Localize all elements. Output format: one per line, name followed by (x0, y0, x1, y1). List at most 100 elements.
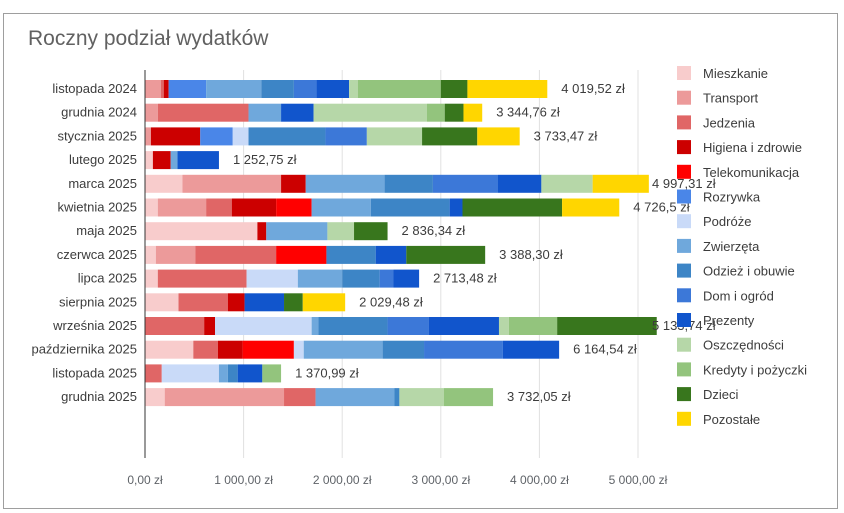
bar-segment (145, 222, 258, 241)
bar-segment (248, 127, 326, 146)
legend-swatch (677, 337, 691, 352)
bar-segment (168, 80, 207, 98)
legend-swatch (677, 140, 691, 155)
total-label: 3 733,47 zł (534, 128, 598, 143)
bar-segment (394, 388, 400, 407)
category-label: czerwca 2025 (57, 247, 137, 262)
bar-segment (281, 103, 314, 122)
bar-segment (145, 127, 151, 146)
bar-segment (150, 127, 201, 146)
total-label: 3 344,76 zł (496, 105, 560, 120)
bar-segment (157, 103, 249, 122)
bar-segment (206, 198, 232, 217)
bar-segment (302, 293, 346, 312)
bar-segment (170, 151, 178, 170)
bar-segment (155, 245, 196, 264)
bar-segment (325, 127, 367, 146)
bar-segment (182, 174, 282, 193)
bar-segment (284, 293, 303, 312)
x-tick-label: 3 000,00 zł (411, 473, 470, 487)
legend-label: Mieszkanie (703, 66, 768, 81)
bar-segment (145, 80, 161, 98)
bar-segment (145, 103, 158, 122)
legend-swatch (677, 90, 691, 105)
bar-segment (232, 127, 249, 146)
legend-label: Dzieci (703, 387, 739, 402)
bar-segment (215, 317, 312, 335)
total-label: 1 370,99 zł (295, 365, 359, 380)
bar-segment (244, 293, 285, 312)
legend-label: Jedzenia (703, 115, 756, 130)
bar-segment (370, 198, 450, 217)
bar-segment (276, 245, 327, 264)
bar-segment (311, 317, 319, 335)
bar-segment (145, 317, 205, 335)
bar-segment (449, 198, 463, 217)
bar-segment (440, 80, 468, 98)
legend-label: Zwierzęta (703, 239, 760, 254)
bar-segment (424, 340, 503, 359)
bar-segment (266, 222, 328, 241)
chart-title: Roczny podział wydatków (28, 27, 269, 50)
bar-segment (541, 174, 593, 193)
bar-segment (206, 80, 262, 98)
bar-segment (160, 80, 164, 98)
legend-swatch (677, 66, 691, 80)
bar-segment (477, 127, 520, 146)
bar-segment (443, 388, 494, 407)
bar-segment (399, 388, 444, 407)
category-label: kwietnia 2025 (58, 200, 138, 215)
bar-segment (195, 245, 277, 264)
x-tick-label: 2 000,00 zł (313, 473, 372, 487)
bar-segment (163, 80, 169, 98)
bar-segment (327, 222, 355, 241)
bar-segment (375, 245, 407, 264)
bar-segment (592, 174, 649, 193)
total-label: 4 997,31 zł (652, 176, 716, 191)
bar-segment (508, 317, 558, 335)
total-label: 2 029,48 zł (359, 294, 423, 309)
bar-segment (200, 127, 233, 146)
category-label: maja 2025 (76, 223, 137, 238)
bar-segment (318, 317, 388, 335)
bar-segment (157, 269, 247, 288)
bar-segment (502, 340, 560, 359)
category-label: grudnia 2024 (61, 105, 137, 120)
bar-segment (387, 317, 429, 335)
category-label: listopada 2025 (52, 365, 137, 380)
bar-segment (426, 103, 445, 122)
bar-segment (204, 317, 216, 335)
bar-segment (357, 80, 441, 98)
bar-segment (145, 245, 156, 264)
bar-segment (467, 80, 548, 98)
bar-segment (303, 340, 383, 359)
bar-segment (248, 103, 282, 122)
bar-segment (562, 198, 620, 217)
legend-swatch (677, 387, 691, 402)
category-label: września 2025 (52, 318, 137, 333)
bar-segment (145, 198, 158, 217)
bar-segment (227, 293, 245, 312)
bar-segment (145, 364, 162, 383)
legend-swatch (677, 238, 691, 253)
total-label: 1 252,75 zł (233, 152, 297, 167)
total-label: 4 019,52 zł (561, 81, 625, 96)
total-label: 3 388,30 zł (499, 247, 563, 262)
bar-segment (384, 174, 433, 193)
legend-label: Oszczędności (703, 338, 784, 353)
category-label: października 2025 (31, 342, 137, 357)
bar-segment (152, 151, 171, 170)
bar-segment (145, 174, 183, 193)
legend-swatch (677, 288, 691, 303)
legend-label: Rozrywka (703, 190, 761, 205)
bar-segment (297, 269, 343, 288)
legend-swatch (677, 115, 691, 130)
bar-segment (145, 151, 153, 170)
total-label: 4 726,5 zł (633, 200, 689, 215)
bar-segment (311, 198, 371, 217)
bar-segment (462, 198, 563, 217)
bar-segment (316, 80, 350, 98)
category-label: lutego 2025 (69, 152, 137, 167)
legend-label: Odzież i obuwie (703, 264, 795, 279)
bar-segment (342, 269, 380, 288)
